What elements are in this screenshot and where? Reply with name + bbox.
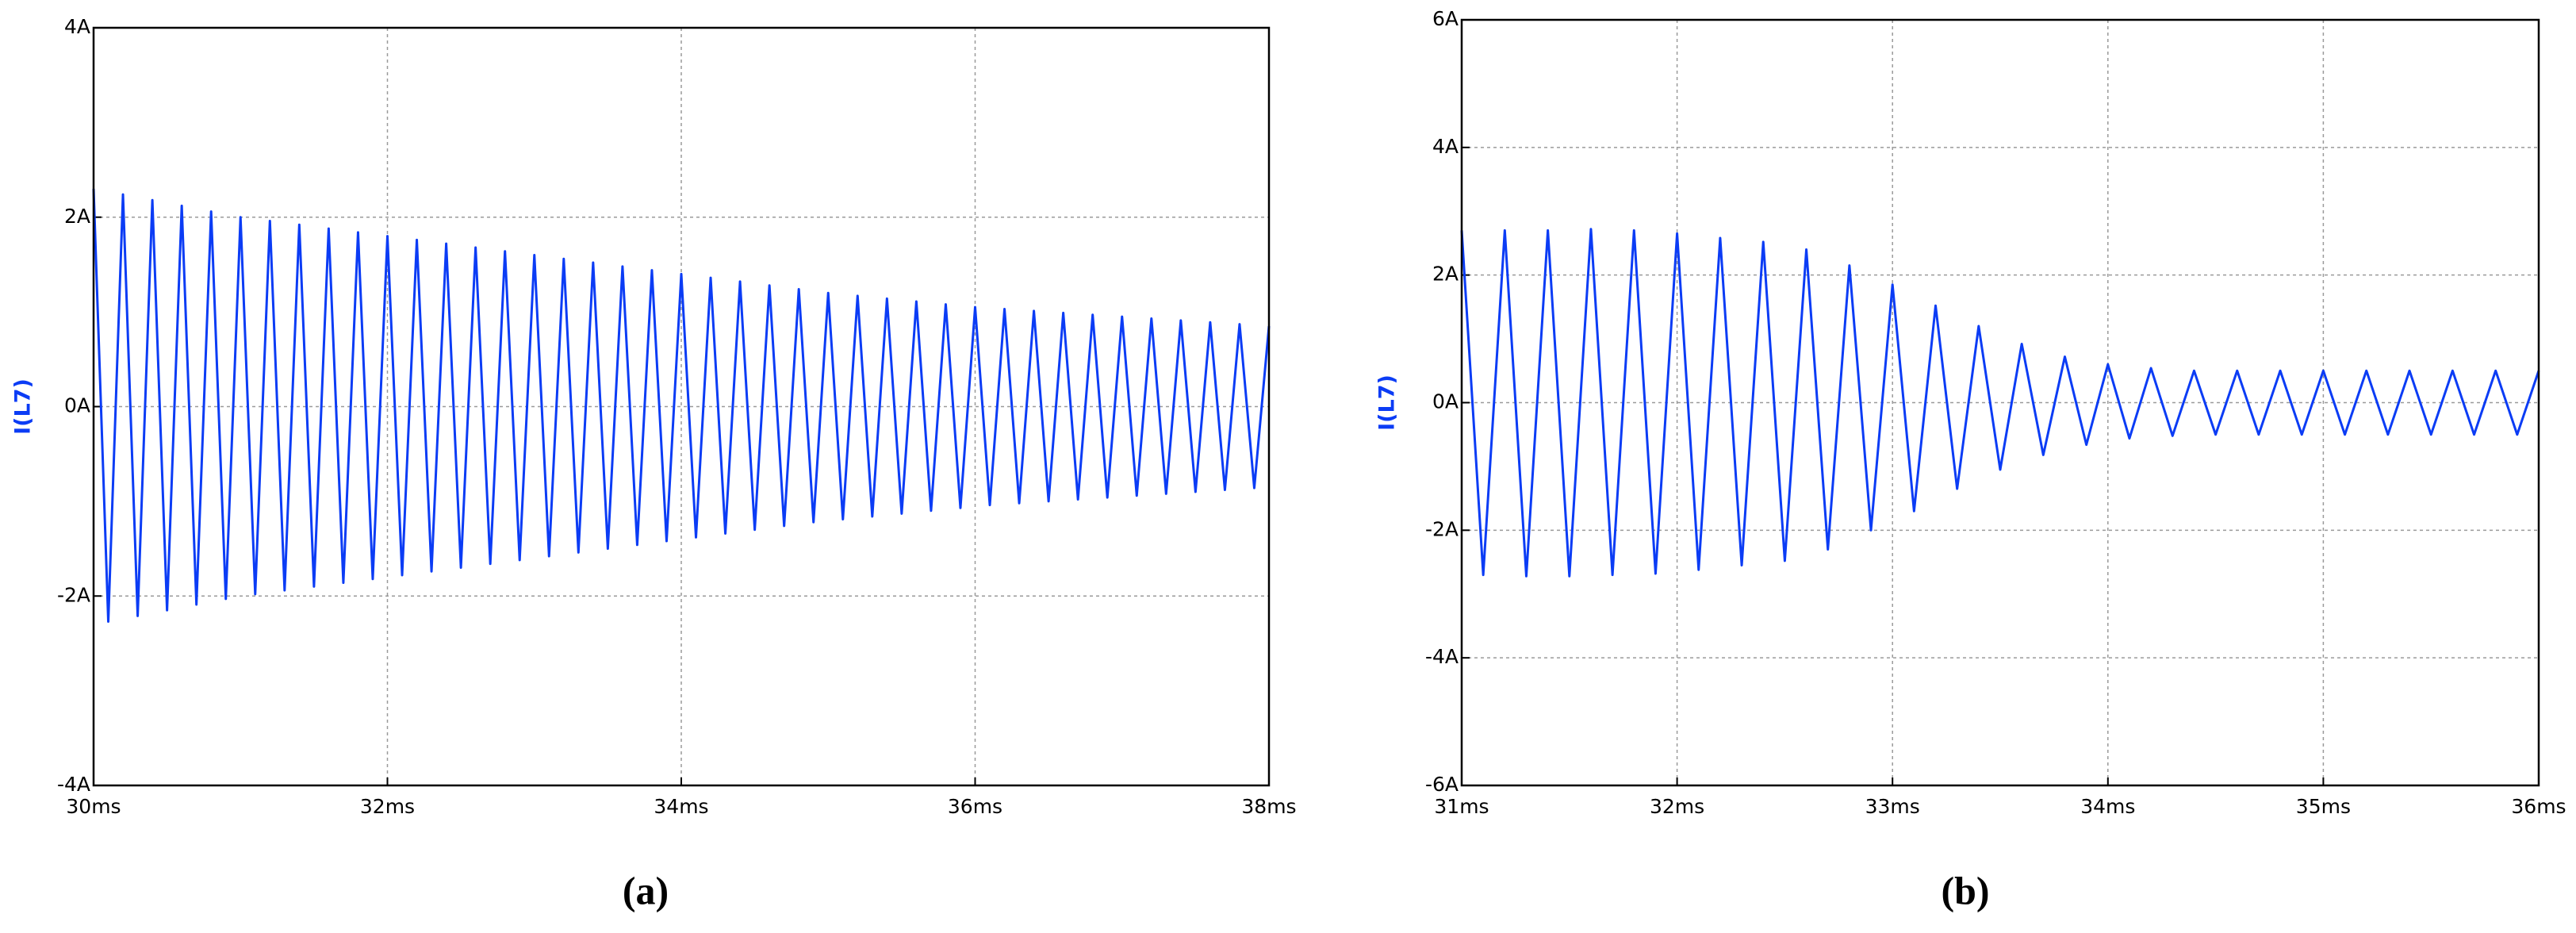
plot-frame — [92, 26, 1271, 787]
y-tick-label: 0A — [1432, 390, 1459, 413]
x-tick-label: 34ms — [2080, 795, 2135, 818]
x-tick-label: 36ms — [2511, 795, 2566, 818]
x-tick-label: 33ms — [1865, 795, 1920, 818]
x-tick-label: 35ms — [2296, 795, 2351, 818]
y-tick-label: 2A — [1432, 263, 1459, 286]
current-trace — [1460, 228, 2540, 578]
y-tick-label: 4A — [1432, 135, 1459, 158]
y-tick-label: 2A — [64, 205, 90, 228]
y-tick-label: 4A — [64, 15, 90, 38]
y-axis-label: I(L7) — [11, 378, 36, 435]
y-tick-label: 6A — [1432, 7, 1459, 30]
x-tick-label: 38ms — [1241, 795, 1296, 818]
x-tick-label: 36ms — [948, 795, 1002, 818]
x-tick-label: 34ms — [654, 795, 708, 818]
y-tick-label: -6A — [1425, 773, 1459, 796]
y-tick-label: -2A — [1425, 517, 1459, 540]
y-tick-label: -2A — [57, 583, 90, 606]
y-axis-label: I(L7) — [1375, 374, 1400, 431]
x-tick-label: 32ms — [1650, 795, 1704, 818]
plot-frame — [1460, 18, 2540, 787]
y-tick-label: -4A — [57, 773, 90, 796]
caption: (b) — [1941, 868, 1989, 912]
caption: (a) — [623, 868, 669, 912]
x-tick-label: 30ms — [66, 795, 121, 818]
y-tick-label: -4A — [1425, 645, 1459, 668]
y-tick-label: 0A — [64, 394, 90, 417]
current-trace — [92, 188, 1271, 623]
x-tick-label: 31ms — [1434, 795, 1489, 818]
x-tick-label: 32ms — [360, 795, 415, 818]
